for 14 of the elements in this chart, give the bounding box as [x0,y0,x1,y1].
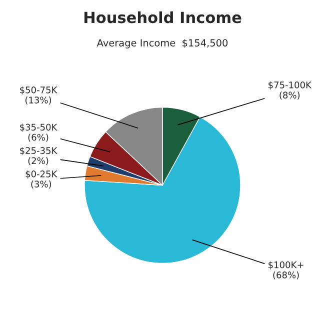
data-label: (6%) [28,134,48,142]
slice-label: $75-100K [268,81,312,90]
data-label: (3%) [31,180,52,189]
data-label: (68%) [273,271,299,280]
slice-label: $25-35K [20,146,58,156]
slice-label: $100K+ [268,261,304,270]
text: Average Income $154,500 [96,39,228,48]
slice-label: $50-75K [20,86,58,95]
data-label: (8%) [280,92,300,100]
data-label: (2%) [28,157,48,166]
slice-label: $0-25K [26,170,58,179]
data-label: (13%) [25,96,52,105]
slice-label: $35-50K [20,124,58,132]
chart-title: Household Income [84,11,242,24]
